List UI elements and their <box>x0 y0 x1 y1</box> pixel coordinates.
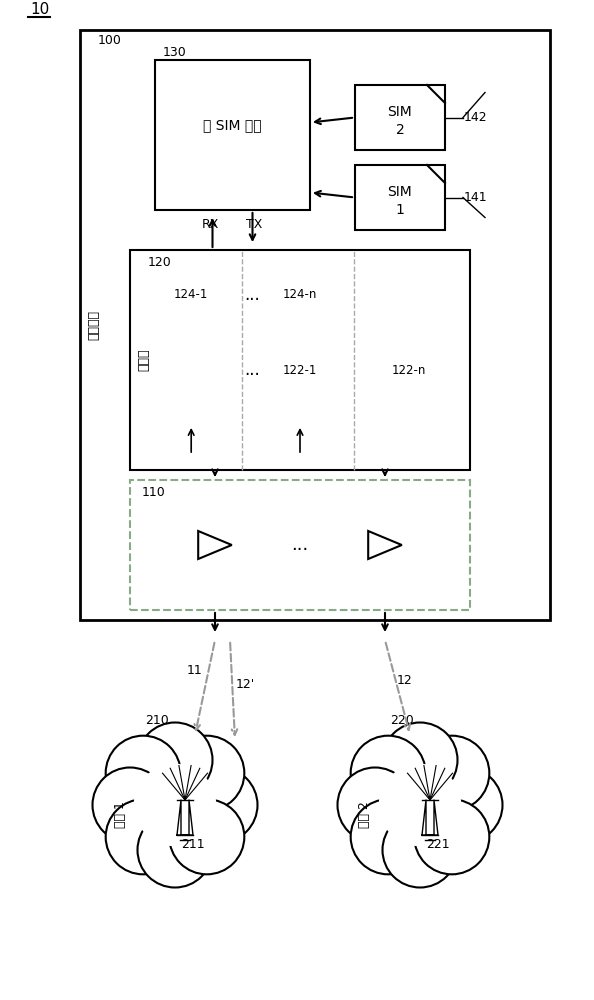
Circle shape <box>169 736 244 811</box>
Text: 130: 130 <box>163 45 187 58</box>
Circle shape <box>428 768 503 842</box>
Circle shape <box>337 768 412 842</box>
Text: 100: 100 <box>98 33 122 46</box>
Circle shape <box>383 722 457 798</box>
FancyBboxPatch shape <box>130 480 470 610</box>
Circle shape <box>379 764 462 846</box>
Circle shape <box>350 736 426 811</box>
Text: 210: 210 <box>145 714 169 726</box>
Circle shape <box>415 799 489 874</box>
FancyBboxPatch shape <box>355 165 445 230</box>
Circle shape <box>383 812 457 888</box>
FancyBboxPatch shape <box>355 85 445 150</box>
FancyBboxPatch shape <box>130 250 470 470</box>
Text: 124-1: 124-1 <box>174 288 208 302</box>
Circle shape <box>350 799 426 874</box>
Text: 10: 10 <box>30 2 49 17</box>
Text: 211: 211 <box>181 838 205 852</box>
Circle shape <box>93 768 168 842</box>
Text: 11: 11 <box>187 664 203 676</box>
Text: ...: ... <box>292 536 309 554</box>
Text: 网络 1: 网络 1 <box>113 802 127 828</box>
Text: 142: 142 <box>463 111 487 124</box>
Text: 141: 141 <box>463 191 487 204</box>
FancyBboxPatch shape <box>80 30 550 620</box>
Text: 122-1: 122-1 <box>283 363 317 376</box>
Circle shape <box>137 722 213 798</box>
Text: 2: 2 <box>396 122 405 136</box>
Text: 多 SIM 装置: 多 SIM 装置 <box>203 118 262 132</box>
Text: 220: 220 <box>390 714 414 726</box>
Text: SIM: SIM <box>388 105 412 119</box>
Circle shape <box>415 736 489 811</box>
Circle shape <box>137 812 213 888</box>
Circle shape <box>106 799 181 874</box>
Circle shape <box>106 736 181 811</box>
Text: 网络 2: 网络 2 <box>359 802 371 828</box>
Text: ...: ... <box>244 361 260 379</box>
Text: 110: 110 <box>142 486 166 498</box>
Text: ...: ... <box>244 286 260 304</box>
Text: TX: TX <box>247 219 263 232</box>
Text: 12: 12 <box>397 674 413 686</box>
Circle shape <box>169 799 244 874</box>
Text: SIM: SIM <box>388 186 412 200</box>
Text: 收发器: 收发器 <box>137 349 150 371</box>
Circle shape <box>134 764 216 846</box>
Text: 221: 221 <box>426 838 450 852</box>
Text: 用户设备: 用户设备 <box>87 310 100 340</box>
FancyBboxPatch shape <box>155 60 310 210</box>
Text: 122-n: 122-n <box>391 363 426 376</box>
Text: 120: 120 <box>148 255 172 268</box>
Text: 12': 12' <box>235 678 255 692</box>
Text: 124-n: 124-n <box>283 288 317 302</box>
Text: RX: RX <box>202 219 219 232</box>
Circle shape <box>182 768 258 842</box>
Text: 1: 1 <box>396 202 405 217</box>
